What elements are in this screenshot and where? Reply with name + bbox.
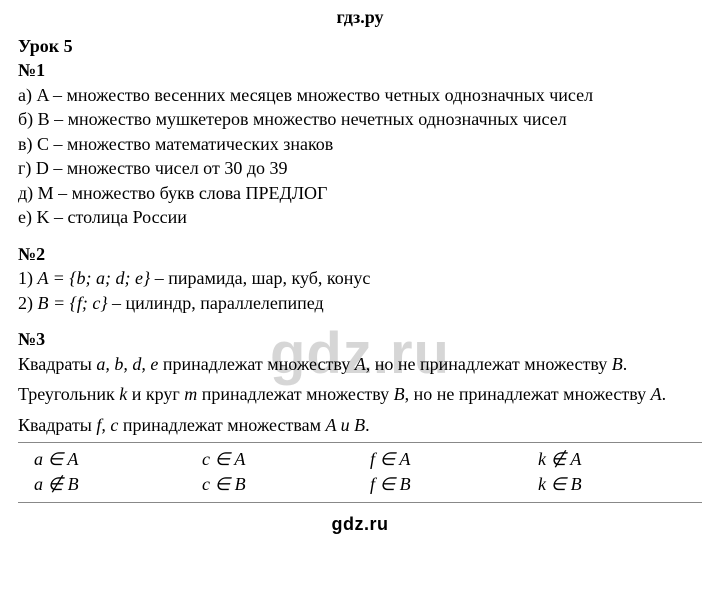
vars: f, c xyxy=(96,415,118,435)
task2-line: 1) A = {b; a; d; e} – пирамида, шар, куб… xyxy=(18,267,702,290)
t: , но не принадлежат множеству xyxy=(366,354,612,374)
task3-para: Квадраты f, c принадлежат множествам A и… xyxy=(18,414,702,437)
t: Квадраты xyxy=(18,415,96,435)
cell: f ∈ B xyxy=(354,473,522,496)
footer-watermark: gdz.ru xyxy=(18,513,702,536)
table-row: a ∈ A c ∈ A f ∈ A k ∉ A xyxy=(18,447,702,472)
t: Квадраты xyxy=(18,354,96,374)
cell: k ∉ A xyxy=(522,448,690,471)
task1-item: а) A – множество весенних месяцев множес… xyxy=(18,84,702,107)
t: . xyxy=(623,354,628,374)
t: принадлежат множеству xyxy=(197,384,393,404)
task1-item: е) K – столица России xyxy=(18,206,702,229)
site-header: гдз.ру xyxy=(18,6,702,29)
task3-para: Квадраты a, b, d, e принадлежат множеств… xyxy=(18,353,702,376)
set-b: B xyxy=(612,354,623,374)
page-container: гдз.ру Урок 5 №1 а) A – множество весенн… xyxy=(0,0,720,544)
task2-rest: – цилиндр, параллелепипед xyxy=(108,293,324,313)
task1-item: д) M – множество букв слова ПРЕДЛОГ xyxy=(18,182,702,205)
t: , но не принадлежат множеству xyxy=(405,384,651,404)
cell: a ∉ B xyxy=(18,473,186,496)
task1-item: в) C – множество математических знаков xyxy=(18,133,702,156)
task2-number: №2 xyxy=(18,243,702,266)
table-row: a ∉ B c ∈ B f ∈ B k ∈ B xyxy=(18,472,702,497)
sets-ab: A и B xyxy=(325,415,365,435)
lesson-title: Урок 5 xyxy=(18,35,702,58)
cell: k ∈ B xyxy=(522,473,690,496)
set-a: A xyxy=(355,354,366,374)
t: принадлежат множеству xyxy=(158,354,354,374)
task1-item: б) B – множество мушкетеров множество не… xyxy=(18,108,702,131)
task2-set: B = {f; c} xyxy=(38,293,108,313)
cell: f ∈ A xyxy=(354,448,522,471)
task3-para: Треугольник k и круг m принадлежат множе… xyxy=(18,383,702,406)
set-a: A xyxy=(651,384,662,404)
var-m: m xyxy=(184,384,197,404)
t: . xyxy=(365,415,370,435)
t: Треугольник xyxy=(18,384,119,404)
t: принадлежат множествам xyxy=(118,415,325,435)
task1-number: №1 xyxy=(18,59,702,82)
task2-line: 2) B = {f; c} – цилиндр, параллелепипед xyxy=(18,292,702,315)
task3-number: №3 xyxy=(18,328,702,351)
task2-rest: – пирамида, шар, куб, конус xyxy=(150,268,370,288)
cell: a ∈ A xyxy=(18,448,186,471)
vars: a, b, d, e xyxy=(96,354,158,374)
membership-table: a ∈ A c ∈ A f ∈ A k ∉ A a ∉ B c ∈ B f ∈ … xyxy=(18,442,702,503)
t: . xyxy=(662,384,667,404)
task2-lead: 1) xyxy=(18,268,38,288)
task2-set: A = {b; a; d; e} xyxy=(38,268,151,288)
t: и круг xyxy=(127,384,184,404)
set-b: B xyxy=(394,384,405,404)
cell: c ∈ B xyxy=(186,473,354,496)
task1-item: г) D – множество чисел от 30 до 39 xyxy=(18,157,702,180)
cell: c ∈ A xyxy=(186,448,354,471)
task2-lead: 2) xyxy=(18,293,38,313)
